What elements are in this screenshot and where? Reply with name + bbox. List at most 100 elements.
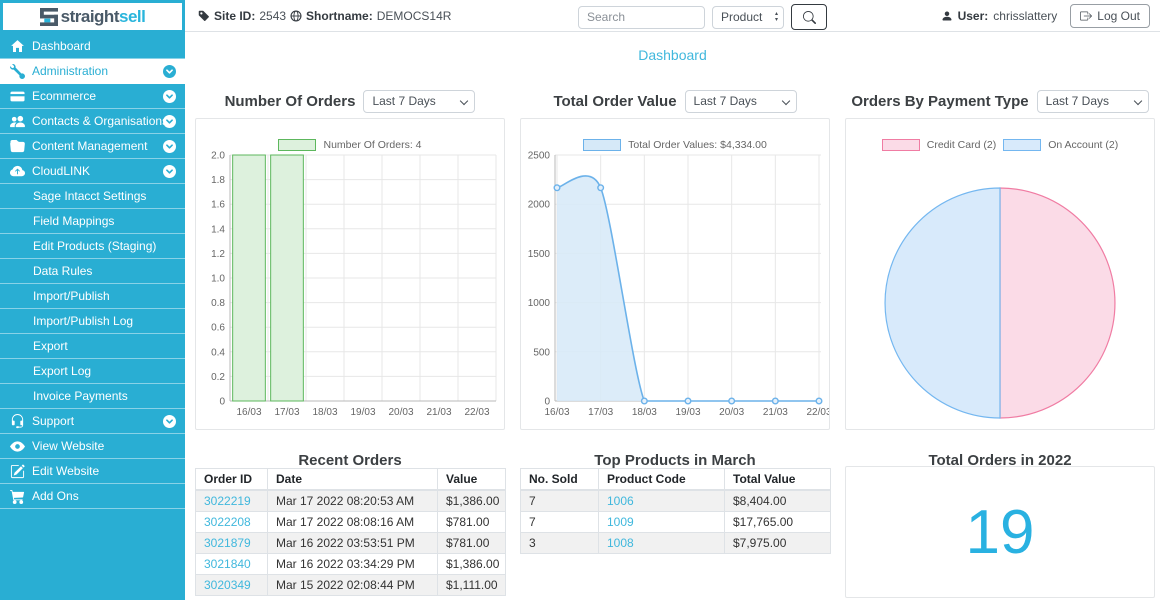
sidebar-item-import-publish-log[interactable]: Import/Publish Log bbox=[0, 309, 185, 334]
svg-text:1.8: 1.8 bbox=[211, 175, 225, 186]
order-value-line-chart: 0 500 1000 1500 2000 2500 16/03 17/03 18/03 19/03… bbox=[528, 151, 829, 418]
svg-text:1500: 1500 bbox=[528, 249, 551, 260]
logout-icon bbox=[1080, 11, 1093, 20]
svg-text:500: 500 bbox=[533, 347, 550, 358]
sidebar-item-support[interactable]: Support bbox=[0, 409, 185, 434]
svg-text:22/03: 22/03 bbox=[464, 407, 489, 418]
order-link[interactable]: 3020349 bbox=[204, 578, 251, 592]
order-link[interactable]: 3021879 bbox=[204, 536, 251, 550]
search-input[interactable] bbox=[578, 5, 705, 29]
product-link[interactable]: 1006 bbox=[607, 494, 634, 508]
value-range-select[interactable]: Last 7 Days bbox=[684, 89, 797, 113]
sidebar-item-edit-products-staging[interactable]: Edit Products (Staging) bbox=[0, 234, 185, 259]
headset-icon bbox=[10, 413, 25, 429]
sidebar-item-contacts-organisations[interactable]: Contacts & Organisations bbox=[0, 109, 185, 134]
total-orders-stat-card: 19 bbox=[845, 466, 1155, 598]
svg-text:0.2: 0.2 bbox=[211, 372, 225, 383]
top-products-table: No. Sold Product Code Total Value 7 1006… bbox=[520, 468, 831, 554]
brand-logo-text: straightsell bbox=[60, 6, 146, 26]
orders-range-select[interactable]: Last 7 Days bbox=[363, 89, 476, 113]
search-icon bbox=[802, 10, 816, 24]
svg-text:20/03: 20/03 bbox=[388, 407, 413, 418]
panel-head-orders-by-payment-type: Orders By Payment Type Last 7 Days bbox=[845, 88, 1155, 114]
order-link[interactable]: 3022208 bbox=[204, 515, 251, 529]
sidebar-item-import-publish[interactable]: Import/Publish bbox=[0, 284, 185, 309]
pie-legend-label-credit-card: Credit Card (2) bbox=[926, 139, 997, 151]
brand-logo[interactable]: straightsell bbox=[3, 3, 182, 30]
svg-text:16/03: 16/03 bbox=[544, 407, 569, 418]
pie-legend-swatch-on-account bbox=[1003, 139, 1042, 151]
pie-legend-label-on-account: On Account (2) bbox=[1048, 139, 1119, 151]
user-area: User: chrisslattery Log Out bbox=[941, 3, 1150, 28]
folder-icon bbox=[10, 139, 25, 154]
chevron-down-circle-icon bbox=[163, 140, 176, 153]
payment-range-select[interactable]: Last 7 Days bbox=[1036, 89, 1149, 113]
table-row: 7 1006 $8,404.00 bbox=[520, 489, 831, 512]
cloud-upload-icon bbox=[10, 164, 25, 179]
search-button[interactable] bbox=[791, 4, 827, 30]
order-link[interactable]: 3022219 bbox=[204, 494, 251, 508]
credit-card-icon bbox=[10, 89, 25, 104]
topbar: Site ID: 2543 Shortname: DEMOCS14R Produ… bbox=[185, 0, 1160, 32]
line-legend-swatch bbox=[583, 139, 622, 151]
order-value-line-chart-card: Total Order Values: $4,334.00 0 500 1000 15… bbox=[520, 118, 830, 430]
table-row: 7 1009 $17,765.00 bbox=[520, 511, 831, 533]
chevron-down-circle-icon bbox=[163, 90, 176, 103]
product-link[interactable]: 1008 bbox=[607, 536, 634, 550]
product-link[interactable]: 1009 bbox=[607, 515, 634, 529]
svg-text:1.4: 1.4 bbox=[211, 224, 225, 235]
order-link[interactable]: 3021840 bbox=[204, 557, 251, 571]
sidebar-item-export-log[interactable]: Export Log bbox=[0, 359, 185, 384]
brand-logo-icon bbox=[39, 7, 58, 26]
sidebar-item-invoice-payments[interactable]: Invoice Payments bbox=[0, 384, 185, 409]
sidebar-item-sage-intacct-settings[interactable]: Sage Intacct Settings bbox=[0, 184, 185, 209]
table-row: 3021840 Mar 16 2022 03:34:29 PM $1,386.0… bbox=[195, 553, 506, 575]
svg-text:22/03: 22/03 bbox=[806, 407, 829, 418]
sidebar-item-edit-website[interactable]: Edit Website bbox=[0, 459, 185, 484]
sidebar-item-field-mappings[interactable]: Field Mappings bbox=[0, 209, 185, 234]
svg-text:2500: 2500 bbox=[528, 151, 551, 162]
eye-icon bbox=[10, 439, 25, 454]
table-row: 3022208 Mar 17 2022 08:08:16 AM $781.00 bbox=[195, 511, 506, 533]
page-title: Dashboard bbox=[638, 47, 707, 63]
sidebar-item-data-rules[interactable]: Data Rules bbox=[0, 259, 185, 284]
svg-text:19/03: 19/03 bbox=[350, 407, 375, 418]
sidebar-item-cloudlink[interactable]: CloudLINK bbox=[0, 159, 185, 184]
sidebar-item-content-management[interactable]: Content Management bbox=[0, 134, 185, 159]
svg-text:17/03: 17/03 bbox=[588, 407, 613, 418]
total-orders-title: Total Orders in 2022 bbox=[928, 452, 1072, 469]
logout-button[interactable]: Log Out bbox=[1070, 3, 1150, 28]
users-icon bbox=[10, 114, 25, 129]
tag-icon bbox=[198, 10, 210, 22]
sidebar-item-administration[interactable]: Administration bbox=[0, 59, 185, 84]
top-products-title: Top Products in March bbox=[594, 452, 756, 469]
svg-text:1000: 1000 bbox=[528, 298, 551, 309]
svg-text:1.2: 1.2 bbox=[211, 249, 225, 260]
sidebar-item-ecommerce[interactable]: Ecommerce bbox=[0, 84, 185, 109]
user-icon bbox=[941, 10, 953, 22]
globe-icon bbox=[290, 9, 302, 22]
line-legend-label: Total Order Values: $4,334.00 bbox=[628, 139, 767, 151]
sidebar-item-add-ons[interactable]: Add Ons bbox=[0, 484, 185, 509]
sidebar-item-export[interactable]: Export bbox=[0, 334, 185, 359]
orders-bar-chart-card: Number Of Orders: 4 0 0.2 0.4 0.6 0.8 1.0 1.2 1… bbox=[195, 118, 505, 430]
orders-bar-chart: 0 0.2 0.4 0.6 0.8 1.0 1.2 1.4 1.6 1.8 2.0 16/03 17/0… bbox=[211, 151, 497, 418]
bar-legend-label: Number Of Orders: 4 bbox=[323, 139, 422, 151]
svg-text:16/03: 16/03 bbox=[236, 407, 261, 418]
chevron-down-circle-icon bbox=[163, 165, 176, 178]
chevron-down-circle-icon bbox=[163, 65, 176, 78]
sidebar-item-view-website[interactable]: View Website bbox=[0, 434, 185, 459]
svg-text:18/03: 18/03 bbox=[312, 407, 337, 418]
svg-text:1.0: 1.0 bbox=[211, 274, 225, 285]
search-type-select[interactable]: Product bbox=[712, 5, 784, 29]
svg-text:0.4: 0.4 bbox=[211, 347, 225, 358]
table-row: 3020349 Mar 15 2022 02:08:44 PM $1,111.0… bbox=[195, 574, 506, 596]
payment-type-pie-chart bbox=[884, 187, 1116, 419]
main-content: Dashboard Number Of Orders Last 7 Days T… bbox=[185, 32, 1160, 600]
recent-orders-table: Order ID Date Value 3022219 Mar 17 2022 … bbox=[195, 468, 506, 596]
pie-legend-swatch-credit-card bbox=[881, 139, 920, 151]
payment-type-pie-chart-card: Credit Card (2) On Account (2) bbox=[845, 118, 1155, 430]
sidebar-item-dashboard[interactable]: Dashboard bbox=[0, 34, 185, 59]
svg-text:2.0: 2.0 bbox=[211, 151, 225, 162]
chevron-down-circle-icon bbox=[163, 415, 176, 428]
